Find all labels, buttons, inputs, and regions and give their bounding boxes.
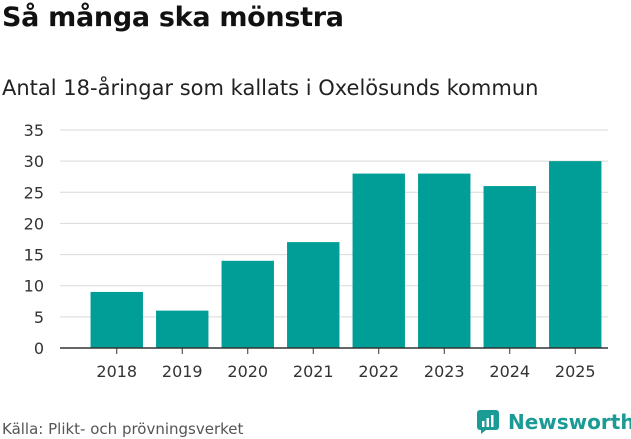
x-tick-label: 2023 bbox=[424, 362, 465, 381]
chart-subtitle: Antal 18-åringar som kallats i Oxelösund… bbox=[2, 76, 539, 100]
bar bbox=[483, 186, 536, 348]
y-tick-label: 35 bbox=[24, 121, 44, 140]
bar bbox=[549, 161, 602, 348]
y-tick-label: 0 bbox=[34, 339, 44, 358]
newsworthy-logo-icon bbox=[477, 410, 499, 434]
y-tick-label: 15 bbox=[24, 246, 44, 265]
x-tick-label: 2024 bbox=[489, 362, 530, 381]
bar bbox=[156, 310, 209, 348]
x-tick-label: 2019 bbox=[162, 362, 203, 381]
bar bbox=[287, 242, 340, 348]
y-tick-label: 25 bbox=[24, 183, 44, 202]
bar bbox=[352, 173, 405, 348]
bars bbox=[90, 161, 602, 348]
y-tick-label: 30 bbox=[24, 152, 44, 171]
y-axis-ticks: 0 5 10 15 20 25 30 35 bbox=[24, 121, 44, 358]
x-axis-ticks: 2018 2019 2020 2021 2022 2023 2024 2025 bbox=[96, 348, 596, 381]
bar bbox=[221, 260, 274, 348]
brand-name: Newsworthy bbox=[508, 410, 631, 434]
x-tick-label: 2021 bbox=[293, 362, 334, 381]
x-tick-label: 2018 bbox=[96, 362, 137, 381]
chart-title: Så många ska mönstra bbox=[2, 2, 344, 33]
source-note: Källa: Plikt- och prövningsverket bbox=[2, 420, 244, 438]
bar bbox=[90, 291, 143, 348]
y-tick-label: 5 bbox=[34, 308, 44, 327]
bar bbox=[418, 173, 471, 348]
y-tick-label: 10 bbox=[24, 277, 44, 296]
x-tick-label: 2020 bbox=[227, 362, 268, 381]
newsworthy-brand: Newsworthy bbox=[476, 407, 631, 437]
y-tick-label: 20 bbox=[24, 214, 44, 233]
x-tick-label: 2025 bbox=[555, 362, 596, 381]
x-tick-label: 2022 bbox=[358, 362, 399, 381]
